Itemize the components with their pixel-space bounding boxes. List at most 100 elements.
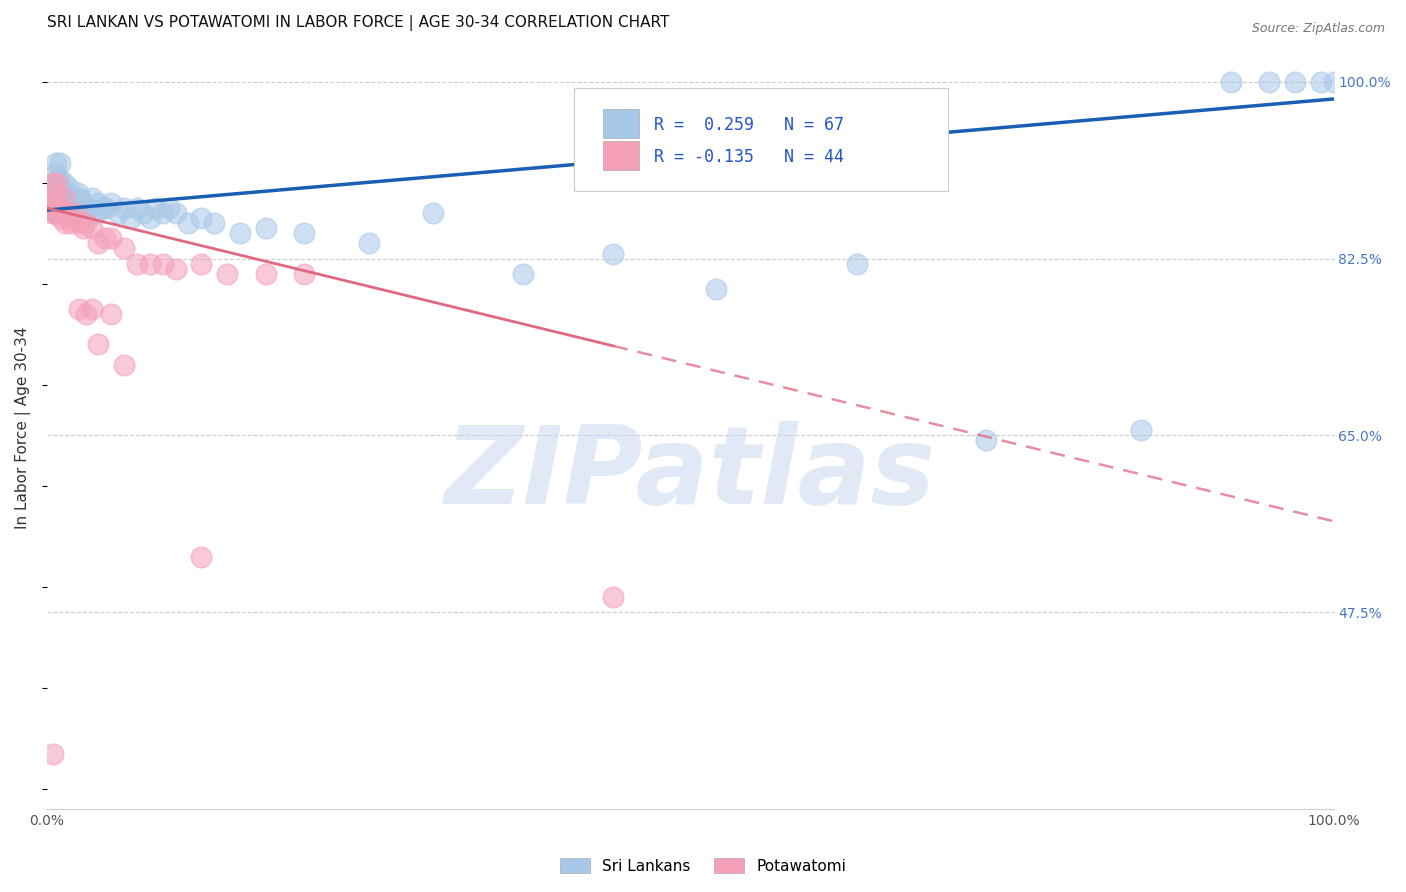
Point xyxy=(96,201,118,215)
Point xyxy=(846,257,869,271)
Point xyxy=(1219,75,1241,89)
Point xyxy=(51,206,73,220)
Point xyxy=(52,191,75,205)
Point xyxy=(44,166,66,180)
Point xyxy=(292,227,315,241)
Point xyxy=(77,201,100,215)
Point xyxy=(66,186,89,200)
Point xyxy=(1309,75,1331,89)
Point xyxy=(60,191,83,205)
Text: ZIPatlas: ZIPatlas xyxy=(444,420,936,526)
Point xyxy=(56,196,79,211)
Point xyxy=(139,211,162,226)
Point xyxy=(55,206,77,220)
Point xyxy=(39,201,62,215)
Y-axis label: In Labor Force | Age 30-34: In Labor Force | Age 30-34 xyxy=(15,326,31,529)
Point xyxy=(58,211,80,226)
FancyBboxPatch shape xyxy=(603,109,638,138)
Point xyxy=(132,206,155,220)
FancyBboxPatch shape xyxy=(575,88,948,192)
Point xyxy=(67,301,90,316)
Point xyxy=(1129,423,1152,437)
Point xyxy=(75,201,97,215)
Point xyxy=(67,216,90,230)
Point xyxy=(94,231,117,245)
Text: R =  0.259   N = 67: R = 0.259 N = 67 xyxy=(654,116,844,135)
Point xyxy=(254,221,277,235)
Point xyxy=(602,246,624,260)
Point xyxy=(357,236,380,251)
Point xyxy=(46,206,69,220)
Point xyxy=(44,201,66,215)
Point xyxy=(100,307,122,321)
Text: SRI LANKAN VS POTAWATOMI IN LABOR FORCE | AGE 30-34 CORRELATION CHART: SRI LANKAN VS POTAWATOMI IN LABOR FORCE … xyxy=(46,15,669,31)
Point xyxy=(152,257,174,271)
Point xyxy=(75,216,97,230)
Point xyxy=(87,196,110,211)
Point xyxy=(125,257,148,271)
Point xyxy=(41,196,63,211)
Point xyxy=(53,216,76,230)
Point xyxy=(58,181,80,195)
Point xyxy=(72,201,94,215)
Point xyxy=(45,206,67,220)
Point xyxy=(51,206,73,220)
Point xyxy=(80,301,103,316)
Point xyxy=(100,196,122,211)
Point xyxy=(112,358,135,372)
Point xyxy=(292,267,315,281)
Point xyxy=(112,242,135,256)
Point xyxy=(152,206,174,220)
Point xyxy=(48,201,70,215)
Point xyxy=(45,155,67,169)
Point xyxy=(46,176,69,190)
Point xyxy=(59,206,82,220)
Point xyxy=(217,267,239,281)
Point xyxy=(75,307,97,321)
Point xyxy=(139,257,162,271)
Point xyxy=(1322,75,1344,89)
Point xyxy=(1284,75,1306,89)
Point xyxy=(48,170,70,185)
Point xyxy=(49,201,72,215)
Point xyxy=(55,186,77,200)
Point xyxy=(87,337,110,351)
Text: R = -0.135   N = 44: R = -0.135 N = 44 xyxy=(654,148,844,167)
Point xyxy=(177,216,200,230)
Point xyxy=(41,201,63,215)
Legend: Sri Lankans, Potawatomi: Sri Lankans, Potawatomi xyxy=(554,852,852,880)
Point xyxy=(45,186,67,200)
Point xyxy=(157,201,180,215)
Point xyxy=(190,549,212,564)
Point xyxy=(107,206,129,220)
Point xyxy=(49,196,72,211)
Point xyxy=(45,196,67,211)
Point xyxy=(165,261,187,276)
Point xyxy=(42,206,65,220)
Point xyxy=(49,211,72,226)
Point xyxy=(52,176,75,190)
Point xyxy=(112,201,135,215)
Point xyxy=(46,181,69,195)
Point xyxy=(91,201,114,215)
Point xyxy=(39,196,62,211)
Point xyxy=(72,221,94,235)
Point xyxy=(80,221,103,235)
Point xyxy=(51,191,73,205)
Point xyxy=(44,186,66,200)
Point xyxy=(229,227,252,241)
Point xyxy=(190,211,212,226)
FancyBboxPatch shape xyxy=(603,141,638,170)
Point xyxy=(704,282,727,296)
Point xyxy=(53,201,76,215)
Text: Source: ZipAtlas.com: Source: ZipAtlas.com xyxy=(1251,22,1385,36)
Point xyxy=(1258,75,1281,89)
Point xyxy=(49,181,72,195)
Point xyxy=(42,176,65,190)
Point xyxy=(84,206,107,220)
Point xyxy=(42,206,65,220)
Point xyxy=(100,231,122,245)
Point xyxy=(49,155,72,169)
Point xyxy=(42,176,65,190)
Point xyxy=(80,191,103,205)
